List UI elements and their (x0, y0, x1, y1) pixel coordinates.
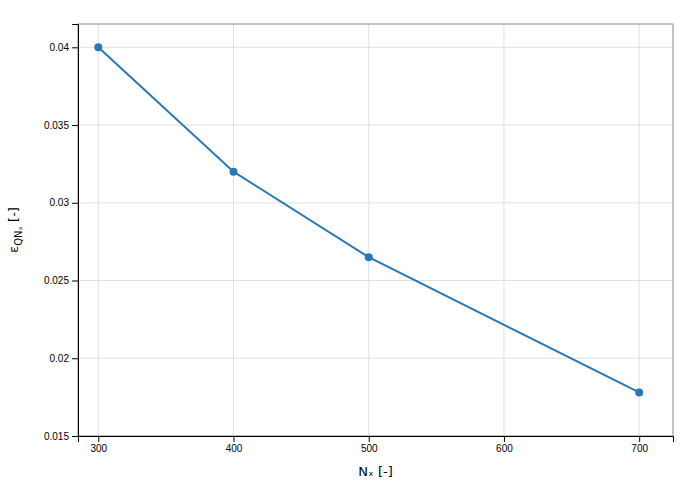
grid (78, 24, 673, 436)
chart: 3004005006007000.0150.020.0250.030.0350.… (0, 0, 697, 488)
y-tick: 0.02 (50, 353, 78, 364)
grid-line-y (78, 280, 673, 281)
x-tick-mark (369, 436, 370, 442)
y-axis-line (72, 25, 79, 437)
y-tick-label: 0.02 (50, 353, 70, 364)
x-axis-title: Nₓ [-] (358, 464, 392, 479)
x-tick: 700 (631, 436, 648, 454)
y-axis: 0.015 0.02 0.025 0.03 0.035 0.04 (44, 25, 79, 442)
grid-line-x (639, 24, 640, 436)
plot-frame (78, 24, 673, 436)
point (365, 253, 373, 261)
y-tick-label: 0.03 (50, 197, 70, 208)
grid-line-x (368, 24, 369, 436)
x-axis: 300 400 500 600 700 (79, 436, 674, 454)
y-tick-mark (72, 436, 78, 437)
x-tick-label: 500 (361, 443, 378, 454)
y-tick-mark (72, 47, 78, 48)
x-tick-label: 600 (496, 443, 513, 454)
x-tick-label: 400 (226, 443, 243, 454)
x-tick-mark (639, 436, 640, 442)
grid-line-y (78, 202, 673, 203)
y-tick-label: 0.04 (50, 42, 70, 53)
grid-line-x (98, 24, 99, 436)
y-tick: 0.015 (44, 431, 78, 442)
point (230, 168, 238, 176)
y-tick-mark (72, 203, 78, 204)
y-tick: 0.03 (50, 197, 78, 208)
x-tick-mark (234, 436, 235, 442)
grid-line-x (233, 24, 234, 436)
y-tick-mark (72, 281, 78, 282)
grid-line-y (78, 47, 673, 48)
x-tick: 600 (496, 436, 513, 454)
y-tick-label: 0.015 (44, 431, 69, 442)
x-tick-mark (504, 436, 505, 442)
y-tick-mark (72, 358, 78, 359)
x-axis-line (79, 437, 674, 443)
y-tick: 0.025 (44, 275, 78, 286)
x-tick-label: 300 (90, 443, 107, 454)
series (94, 43, 643, 396)
point (94, 43, 102, 51)
grid-line-y (78, 358, 673, 359)
y-axis-title: εQNₓ [-] (6, 207, 24, 253)
grid-line-y (78, 125, 673, 126)
grid-line-x (503, 24, 504, 436)
line (98, 47, 639, 392)
y-tick: 0.035 (44, 120, 78, 131)
y-tick-mark (72, 125, 78, 126)
y-tick-label: 0.035 (44, 120, 69, 131)
x-tick-label: 700 (631, 443, 648, 454)
x-tick: 400 (226, 436, 243, 454)
plot-area: 3004005006007000.0150.020.0250.030.0350.… (6, 24, 674, 479)
x-tick: 300 (90, 436, 107, 454)
x-tick: 500 (361, 436, 378, 454)
x-tick-mark (98, 436, 99, 442)
y-tick: 0.04 (50, 42, 78, 53)
y-tick-label: 0.025 (44, 275, 69, 286)
point (635, 388, 643, 396)
